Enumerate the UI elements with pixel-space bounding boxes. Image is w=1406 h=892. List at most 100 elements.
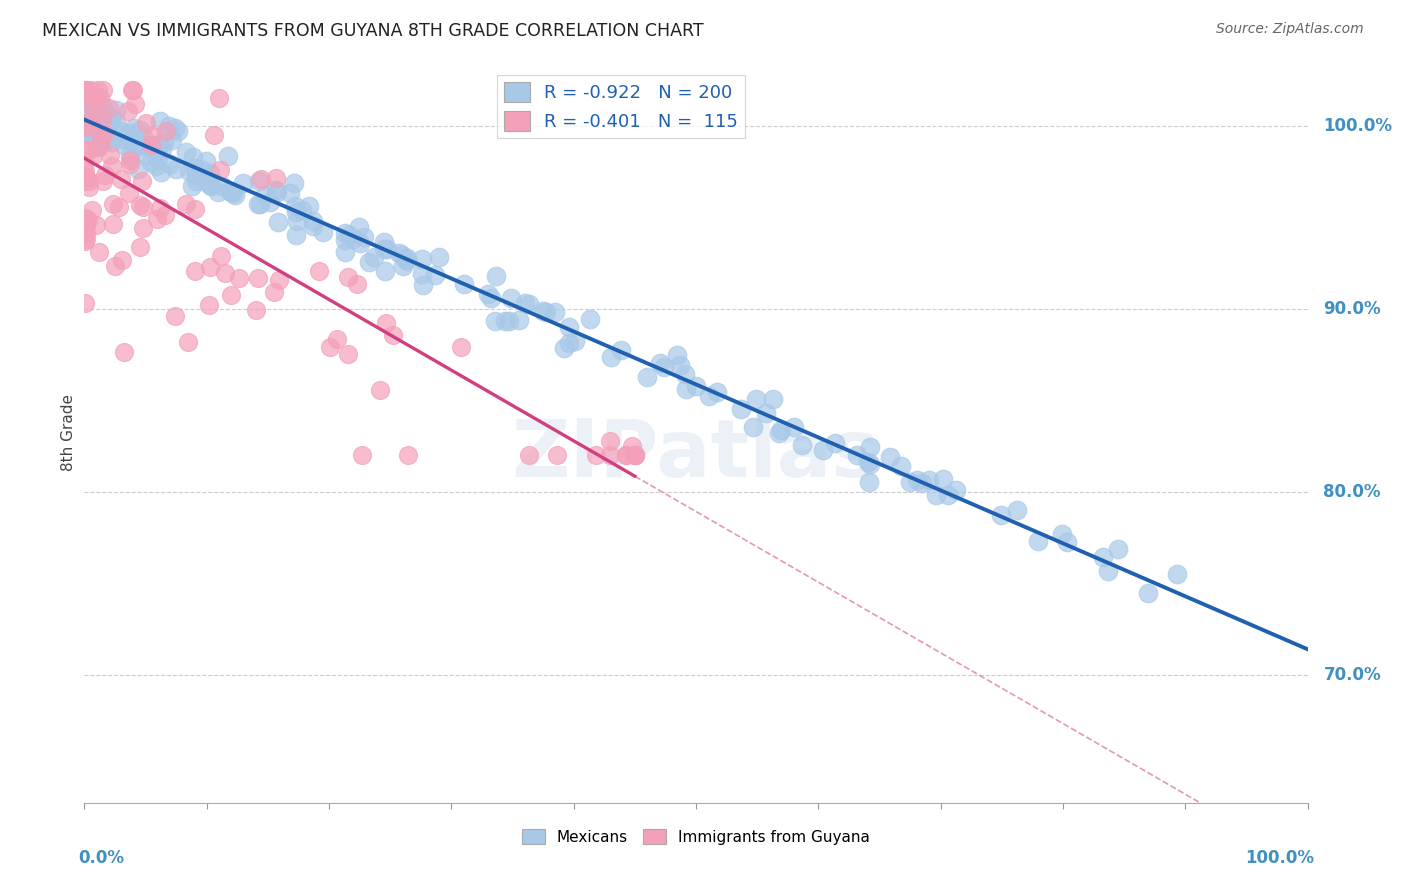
Point: [730, 401, 752, 416]
Point: [167, 124, 190, 138]
Point: [202, 128, 225, 142]
Point: [531, 304, 554, 318]
Point: [82, 202, 104, 217]
Point: [87, 119, 110, 133]
Point: [666, 348, 689, 362]
Point: [374, 264, 396, 278]
Point: [149, 114, 172, 128]
Point: [253, 188, 276, 202]
Point: [84, 219, 107, 233]
Point: [221, 186, 243, 200]
Point: [685, 379, 707, 393]
Legend: Mexicans, Immigrants from Guyana: Mexicans, Immigrants from Guyana: [516, 822, 876, 851]
Point: [624, 449, 647, 463]
Point: [544, 305, 567, 319]
Point: [117, 186, 139, 200]
Point: [479, 291, 502, 305]
Point: [73, 234, 96, 248]
Point: [184, 165, 207, 179]
Point: [207, 185, 229, 199]
Point: [285, 213, 308, 227]
Point: [146, 152, 169, 166]
Point: [155, 124, 177, 138]
Text: 0.0%: 0.0%: [79, 848, 124, 867]
Point: [79, 98, 101, 112]
Point: [159, 157, 181, 171]
Point: [650, 356, 672, 370]
Point: [932, 473, 955, 487]
Point: [553, 341, 575, 355]
Point: [755, 406, 778, 420]
Point: [247, 196, 270, 211]
Point: [134, 148, 156, 162]
Point: [990, 508, 1012, 522]
Point: [100, 113, 122, 128]
Point: [706, 385, 728, 400]
Point: [75, 111, 97, 125]
Point: [94, 106, 117, 120]
Point: [249, 197, 271, 211]
Point: [112, 132, 135, 146]
Point: [1091, 549, 1114, 564]
Point: [131, 221, 153, 235]
Point: [499, 291, 522, 305]
Point: [579, 311, 602, 326]
Point: [194, 153, 217, 168]
Point: [624, 449, 647, 463]
Point: [73, 174, 96, 188]
Point: [87, 245, 110, 260]
Point: [75, 218, 97, 232]
Point: [198, 178, 221, 193]
Point: [117, 103, 139, 118]
Point: [79, 128, 101, 143]
Point: [75, 83, 97, 97]
Point: [905, 474, 928, 488]
Point: [77, 126, 100, 140]
Point: [73, 116, 96, 130]
Text: 100.0%: 100.0%: [1323, 118, 1392, 136]
Point: [673, 367, 696, 381]
Point: [121, 136, 143, 150]
Point: [103, 130, 125, 145]
Point: [333, 233, 356, 247]
Point: [792, 438, 814, 452]
Point: [224, 188, 246, 202]
Point: [77, 144, 100, 158]
Point: [73, 163, 96, 178]
Point: [91, 113, 114, 128]
Point: [93, 127, 115, 141]
Point: [142, 138, 165, 153]
Point: [149, 165, 172, 179]
Point: [82, 149, 104, 163]
Point: [298, 199, 321, 213]
Point: [536, 305, 558, 319]
Point: [122, 83, 145, 97]
Point: [163, 309, 186, 323]
Point: [118, 149, 141, 163]
Point: [208, 162, 231, 177]
Point: [157, 119, 180, 133]
Point: [284, 199, 307, 213]
Point: [77, 174, 100, 188]
Point: [86, 83, 108, 97]
Point: [519, 449, 541, 463]
Point: [624, 449, 647, 463]
Point: [198, 298, 221, 312]
Point: [86, 115, 108, 129]
Point: [1007, 503, 1029, 517]
Point: [620, 439, 643, 453]
Point: [846, 448, 869, 462]
Point: [86, 133, 108, 147]
Point: [73, 122, 96, 136]
Point: [769, 423, 792, 437]
Point: [564, 334, 586, 348]
Point: [98, 147, 121, 161]
Point: [741, 420, 763, 434]
Point: [120, 157, 142, 171]
Point: [600, 350, 623, 364]
Point: [100, 135, 122, 149]
Point: [98, 101, 121, 115]
Point: [131, 200, 153, 214]
Point: [373, 235, 395, 250]
Point: [184, 168, 207, 182]
